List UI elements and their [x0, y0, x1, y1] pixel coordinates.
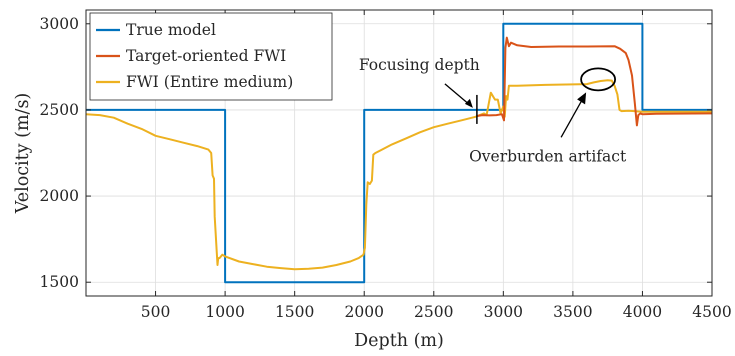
overburden-artifact-label: Overburden artifact — [469, 147, 627, 165]
legend-label-target-oriented-fwi: Target-oriented FWI — [126, 47, 286, 65]
annotations: Focusing depth Overburden artifact — [359, 56, 627, 165]
x-tick-label: 4500 — [692, 303, 731, 321]
y-tick-label: 3000 — [40, 15, 79, 33]
plot-frame — [85, 9, 713, 297]
legend-label-true-model: True model — [126, 21, 216, 39]
focusing-depth-arrow — [444, 83, 472, 107]
overburden-artifact-circle — [580, 67, 617, 92]
x-tick-label: 1500 — [275, 303, 314, 321]
x-tick-label: 3500 — [553, 303, 592, 321]
legend: True model Target-oriented FWI FWI (Entire… — [89, 12, 333, 101]
overburden-artifact-arrow — [560, 96, 585, 138]
series-line-true-model — [86, 22, 712, 284]
focusing-depth-label: Focusing depth — [359, 56, 480, 74]
x-tick-label: 2500 — [414, 303, 453, 321]
x-tick-label: 500 — [141, 303, 171, 321]
axis-ticks: 500 1000 1500 2000 2500 3000 3500 4000 4500 1500 2… — [40, 10, 732, 321]
x-tick-label: 4000 — [623, 303, 662, 321]
series-line-fwi-entire-medium — [85, 79, 712, 271]
x-tick-label: 2000 — [344, 303, 383, 321]
y-tick-label: 1500 — [40, 273, 79, 291]
y-tick-label: 2500 — [40, 101, 79, 119]
x-tick-label: 3000 — [484, 303, 523, 321]
y-tick-label: 2000 — [40, 187, 79, 205]
legend-box — [89, 12, 333, 101]
series-lines — [85, 22, 713, 284]
legend-label-fwi-entire-medium: FWI (Entire medium) — [126, 73, 293, 91]
focusing-depth-arrowhead — [464, 98, 473, 108]
overburden-artifact-arrowhead — [577, 92, 587, 105]
x-axis-label: Depth (m) — [354, 331, 444, 351]
series-line-target-oriented-fwi — [476, 36, 713, 127]
y-axis-label: Velocity (m/s) — [13, 93, 33, 215]
x-tick-label: 1000 — [205, 303, 244, 321]
